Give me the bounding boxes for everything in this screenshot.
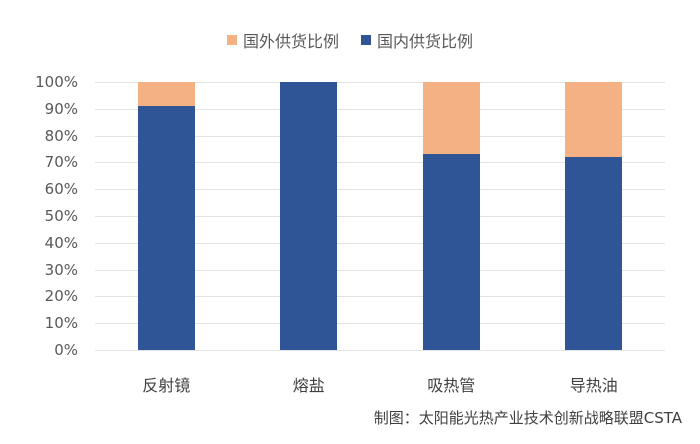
gridline <box>95 108 665 110</box>
bar-segment-foreign <box>565 82 623 158</box>
gridline <box>95 189 665 191</box>
legend-swatch-foreign <box>226 35 237 45</box>
y-tick-label: 60% <box>44 180 78 199</box>
y-tick-label: 40% <box>44 233 78 252</box>
bar-segment-domestic <box>422 154 480 350</box>
bar-1 <box>280 82 338 350</box>
bar-segment-foreign <box>422 82 480 155</box>
bar-0 <box>137 82 195 350</box>
y-tick-label: 10% <box>44 314 78 333</box>
gridline <box>95 242 665 244</box>
x-tick-label: 反射镜 <box>142 376 191 395</box>
y-tick-label: 90% <box>44 99 78 118</box>
legend-label-foreign: 国外供货比例 <box>242 32 339 51</box>
legend-label-domestic: 国内供货比例 <box>377 32 474 51</box>
bar-segment-domestic <box>280 82 338 350</box>
bar-segment-domestic <box>565 157 623 350</box>
gridline <box>95 135 665 137</box>
gridline <box>95 269 665 271</box>
chart-legend: 国外供货比例 国内供货比例 <box>0 28 700 52</box>
bar-segment-foreign <box>137 82 195 107</box>
y-tick-label: 80% <box>44 126 78 145</box>
legend-item-domestic: 国内供货比例 <box>361 28 473 52</box>
x-tick-label: 熔盐 <box>292 376 325 395</box>
y-tick-label: 0% <box>54 341 78 359</box>
y-tick-label: 50% <box>44 207 78 225</box>
plot-area <box>95 82 665 351</box>
y-tick-label: 30% <box>44 260 78 279</box>
legend-item-foreign: 国外供货比例 <box>226 28 339 52</box>
y-tick-label: 20% <box>44 287 78 306</box>
source-caption: 制图：太阳能光热产业技术创新战略联盟CSTA <box>373 409 682 427</box>
legend-swatch-domestic <box>361 35 371 45</box>
gridline <box>95 350 665 351</box>
gridline <box>95 82 665 83</box>
gridline <box>95 323 665 325</box>
bar-2 <box>422 82 480 350</box>
gridline <box>95 296 665 298</box>
bar-3 <box>565 82 623 350</box>
gridline <box>95 216 665 217</box>
y-tick-label: 100% <box>35 73 78 91</box>
x-tick-label: 吸热管 <box>427 376 476 395</box>
gridline <box>95 162 665 164</box>
bar-segment-domestic <box>137 106 195 350</box>
x-tick-label: 导热油 <box>569 376 618 395</box>
y-tick-label: 70% <box>44 153 78 172</box>
